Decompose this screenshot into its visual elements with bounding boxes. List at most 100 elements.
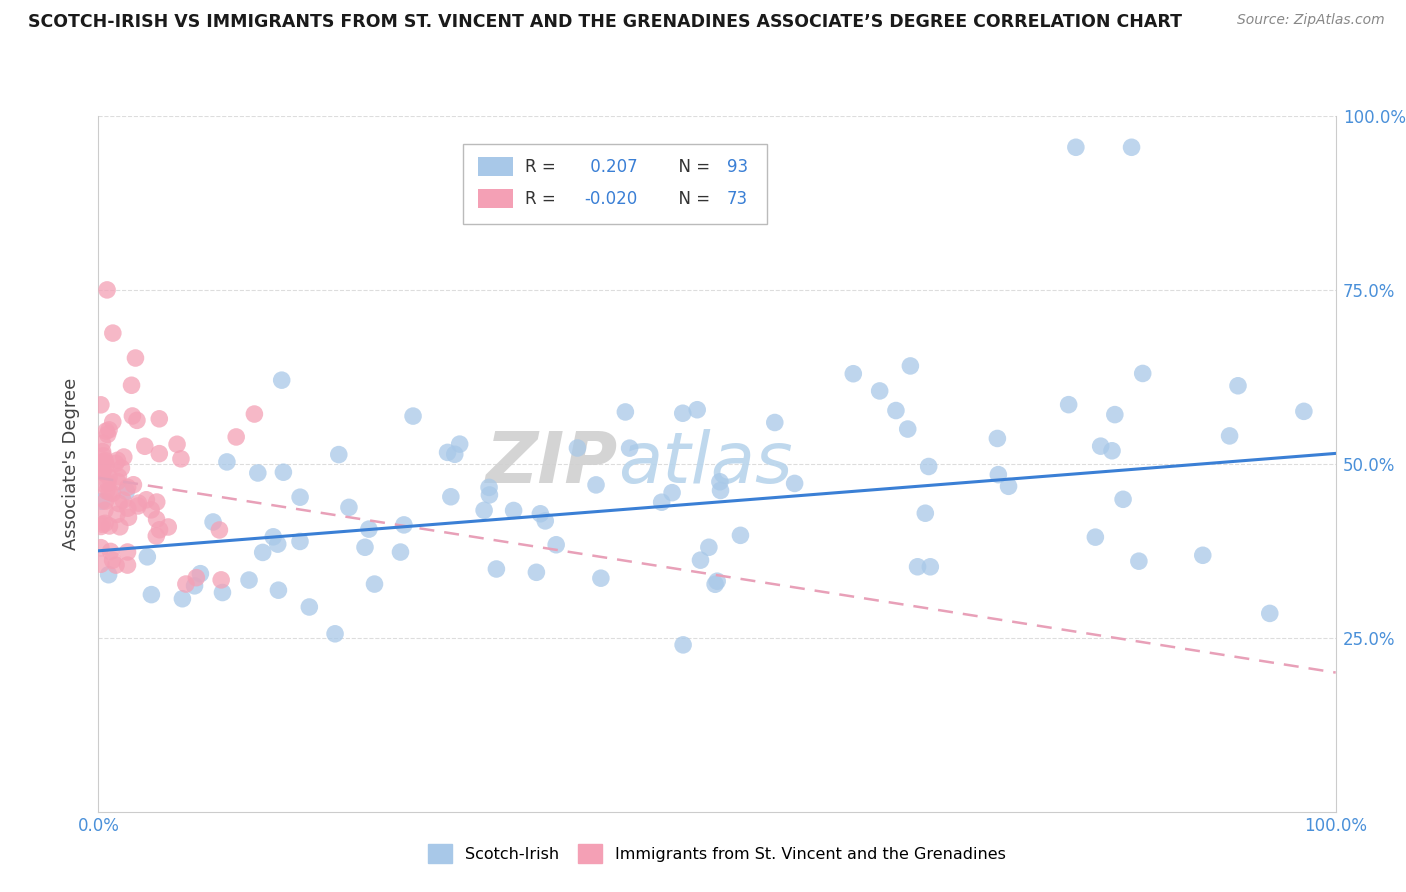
Point — [110, 461, 132, 475]
Point — [183, 579, 205, 593]
Point — [449, 437, 471, 451]
Point — [672, 638, 695, 652]
Point — [117, 480, 139, 494]
Point — [94, 494, 117, 508]
Point — [148, 412, 170, 426]
Point — [298, 599, 321, 614]
Point — [1292, 404, 1315, 418]
Point — [478, 488, 501, 502]
Point — [907, 559, 929, 574]
Point — [94, 516, 117, 531]
Point — [91, 466, 114, 480]
Point — [363, 577, 385, 591]
Point — [107, 469, 129, 483]
Point — [97, 427, 120, 442]
Point — [920, 559, 942, 574]
Point — [709, 483, 731, 498]
Point — [614, 405, 637, 419]
Point — [94, 503, 117, 517]
Point — [107, 475, 129, 489]
Point — [273, 465, 295, 479]
Point — [108, 520, 131, 534]
FancyBboxPatch shape — [464, 144, 766, 224]
Point — [145, 512, 167, 526]
Point — [270, 373, 292, 387]
Point — [252, 545, 274, 559]
Point — [697, 541, 720, 555]
Point — [443, 447, 465, 461]
Text: atlas: atlas — [619, 429, 793, 499]
Point — [986, 432, 1008, 446]
Text: 0.207: 0.207 — [585, 158, 637, 176]
Point — [90, 558, 112, 572]
Point — [246, 466, 269, 480]
Legend: Scotch-Irish, Immigrants from St. Vincent and the Grenadines: Scotch-Irish, Immigrants from St. Vincen… — [422, 838, 1012, 870]
Point — [91, 476, 114, 491]
Point — [706, 574, 728, 589]
Point — [1128, 554, 1150, 568]
Bar — [478, 157, 513, 177]
Point — [157, 520, 180, 534]
Point — [105, 558, 128, 573]
Point — [546, 538, 568, 552]
Point — [392, 517, 415, 532]
Point — [288, 490, 311, 504]
Point — [436, 445, 458, 459]
Point — [98, 484, 121, 499]
Point — [90, 541, 112, 555]
Point — [440, 490, 463, 504]
Point — [117, 501, 139, 516]
Text: 73: 73 — [727, 190, 748, 208]
Point — [783, 476, 806, 491]
Point — [166, 437, 188, 451]
Point — [91, 517, 114, 532]
Point — [215, 455, 238, 469]
Point — [136, 549, 159, 564]
Point — [100, 544, 122, 558]
Point — [96, 484, 118, 499]
Point — [209, 573, 232, 587]
Point — [97, 567, 120, 582]
Point — [141, 588, 163, 602]
Point — [1227, 378, 1250, 392]
Point — [90, 494, 112, 508]
Point — [354, 541, 377, 555]
Point — [105, 508, 128, 522]
Point — [117, 545, 139, 559]
Point — [918, 459, 941, 474]
Point — [107, 453, 129, 467]
Point — [90, 519, 112, 533]
Point — [842, 367, 865, 381]
Text: Source: ZipAtlas.com: Source: ZipAtlas.com — [1237, 13, 1385, 28]
Point — [104, 456, 127, 470]
Point — [1104, 408, 1126, 422]
Point — [357, 522, 380, 536]
Text: N =: N = — [668, 158, 714, 176]
Point — [101, 553, 124, 567]
Point — [96, 283, 118, 297]
Point — [323, 627, 346, 641]
Point — [288, 534, 311, 549]
Point — [1090, 439, 1112, 453]
Text: 93: 93 — [727, 158, 748, 176]
Point — [122, 477, 145, 491]
Point — [134, 439, 156, 453]
Point — [98, 519, 121, 533]
Point — [672, 406, 695, 420]
Point — [585, 478, 607, 492]
Point — [111, 493, 134, 508]
Point — [1258, 607, 1281, 621]
Point — [211, 585, 233, 599]
Text: N =: N = — [668, 190, 714, 208]
Point — [267, 583, 290, 598]
Text: -0.020: -0.020 — [585, 190, 638, 208]
Point — [170, 451, 193, 466]
Point — [225, 430, 247, 444]
Point — [148, 523, 170, 537]
Point — [328, 448, 350, 462]
Point — [91, 444, 114, 458]
Point — [101, 326, 124, 340]
Point — [1057, 398, 1080, 412]
Point — [589, 571, 612, 585]
Point — [117, 510, 139, 524]
